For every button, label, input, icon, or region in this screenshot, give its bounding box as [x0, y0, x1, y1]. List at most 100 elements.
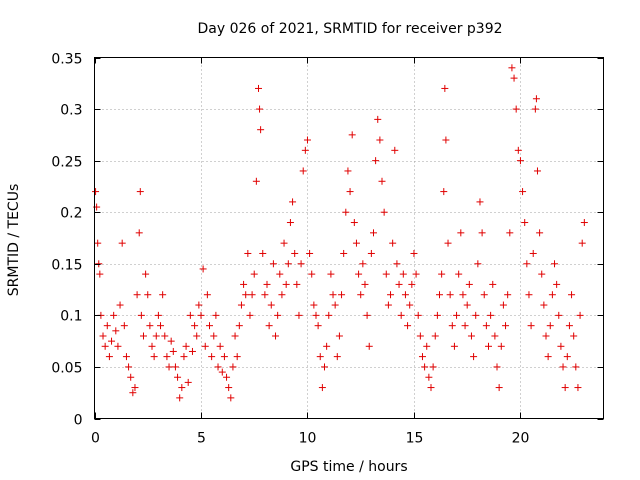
data-point — [208, 353, 216, 361]
data-point — [154, 311, 162, 319]
data-point — [433, 311, 441, 319]
data-point — [146, 322, 154, 330]
data-point — [365, 342, 373, 350]
data-point — [480, 291, 488, 299]
data-point — [499, 301, 507, 309]
data-point — [557, 342, 565, 350]
data-point — [555, 311, 563, 319]
data-point — [227, 394, 235, 402]
data-point — [116, 301, 124, 309]
data-point — [180, 353, 188, 361]
data-point — [538, 270, 546, 278]
data-point — [312, 311, 320, 319]
data-point — [295, 311, 303, 319]
data-point — [133, 291, 141, 299]
data-point — [203, 291, 211, 299]
data-point — [261, 291, 269, 299]
data-point — [350, 219, 358, 227]
data-point — [425, 373, 433, 381]
data-point — [559, 363, 567, 371]
data-point — [127, 373, 135, 381]
data-point — [455, 270, 463, 278]
data-point — [563, 353, 571, 361]
data-point — [310, 301, 318, 309]
data-point — [184, 378, 192, 386]
data-point — [201, 342, 209, 350]
data-point — [438, 270, 446, 278]
data-point — [384, 301, 392, 309]
data-point — [502, 322, 510, 330]
y-tick-label: 0.05 — [51, 361, 82, 377]
x-tick-label: 10 — [299, 431, 317, 447]
data-point — [444, 239, 452, 247]
data-point — [476, 198, 484, 206]
data-point — [489, 280, 497, 288]
data-point — [504, 291, 512, 299]
data-point — [257, 126, 265, 134]
data-point — [157, 322, 165, 330]
data-point — [533, 167, 541, 175]
data-point — [94, 239, 102, 247]
data-point — [380, 208, 388, 216]
data-point — [291, 249, 299, 257]
y-tick-label: 0.35 — [51, 52, 82, 68]
chart-title: Day 026 of 2021, SRMTID for receiver p39… — [197, 21, 502, 37]
data-point — [171, 363, 179, 371]
data-point — [436, 291, 444, 299]
data-point — [376, 136, 384, 144]
data-points — [92, 64, 588, 402]
data-point — [169, 347, 177, 355]
data-point — [242, 291, 250, 299]
data-point — [314, 322, 322, 330]
data-point — [527, 322, 535, 330]
data-point — [159, 291, 167, 299]
data-point — [137, 311, 145, 319]
data-point — [193, 332, 201, 340]
axis-ticks: 0 0.05 0.1 0.15 0.2 0.25 0.3 0.35 0 5 10 15 20 — [51, 52, 604, 447]
data-point — [470, 353, 478, 361]
data-point — [393, 260, 401, 268]
data-point — [551, 260, 559, 268]
data-point — [484, 342, 492, 350]
data-point — [259, 249, 267, 257]
data-point — [548, 291, 556, 299]
data-point — [105, 353, 113, 361]
data-point — [540, 301, 548, 309]
data-point — [144, 291, 152, 299]
data-point — [414, 311, 422, 319]
data-point — [576, 311, 584, 319]
data-point — [139, 332, 147, 340]
data-point — [363, 311, 371, 319]
data-point — [463, 301, 471, 309]
data-point — [372, 157, 380, 165]
data-point — [206, 322, 214, 330]
data-point — [531, 105, 539, 113]
data-point — [408, 280, 416, 288]
grid — [94, 57, 604, 419]
data-point — [161, 332, 169, 340]
data-point — [301, 146, 309, 154]
data-point — [92, 188, 100, 196]
data-point — [565, 322, 573, 330]
data-point — [508, 64, 516, 72]
data-point — [197, 311, 205, 319]
data-point — [321, 363, 329, 371]
data-point — [514, 146, 522, 154]
data-point — [450, 342, 458, 350]
x-axis-label: GPS time / hours — [290, 459, 407, 475]
data-point — [316, 353, 324, 361]
data-point — [367, 249, 375, 257]
data-point — [131, 384, 139, 392]
data-point — [512, 105, 520, 113]
data-point — [248, 291, 256, 299]
data-point — [252, 177, 260, 185]
data-point — [578, 239, 586, 247]
data-point — [487, 311, 495, 319]
data-point — [112, 327, 120, 335]
data-point — [333, 353, 341, 361]
data-point — [129, 389, 137, 397]
data-point — [374, 115, 382, 123]
data-point — [318, 384, 326, 392]
data-point — [529, 249, 537, 257]
data-point — [163, 353, 171, 361]
